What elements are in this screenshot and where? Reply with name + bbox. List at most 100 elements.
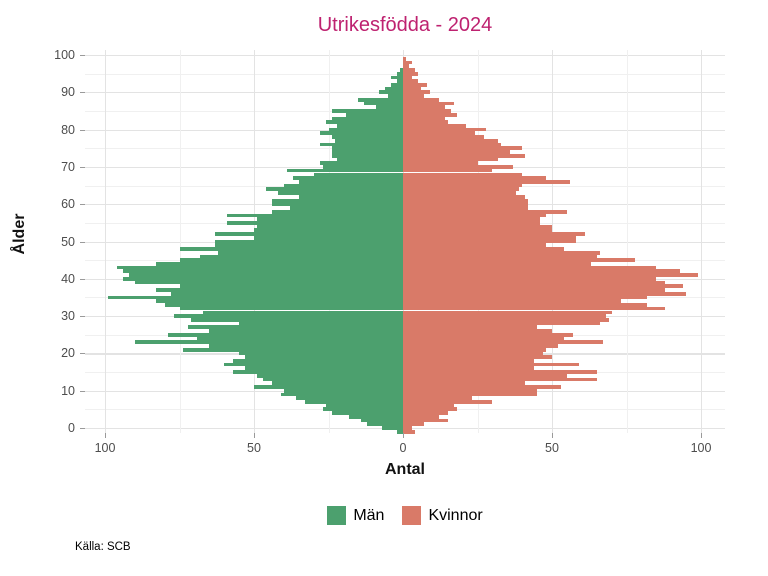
bar-women-age-8 xyxy=(403,400,493,404)
y-tick-label: 60 xyxy=(61,197,75,212)
x-tick-mark xyxy=(552,433,553,438)
bar-women-age-68 xyxy=(403,176,546,180)
bar-women-age-53 xyxy=(403,232,585,236)
bar-women-age-81 xyxy=(403,127,487,132)
x-axis-title: Antal xyxy=(385,461,425,478)
bar-men-age-25 xyxy=(197,336,403,341)
bar-women-age-4 xyxy=(403,414,439,419)
bar-women-age-61 xyxy=(403,202,529,207)
y-tick-mark xyxy=(80,92,85,94)
bar-women-age-57 xyxy=(403,217,541,221)
bar-men-age-5 xyxy=(331,411,403,415)
bar-men-age-22 xyxy=(182,347,403,352)
bar-women-age-9 xyxy=(403,396,472,401)
bar-men-age-82 xyxy=(337,124,403,128)
bar-women-age-95 xyxy=(403,75,412,80)
y-tick-mark xyxy=(80,166,85,168)
bar-men-age-93 xyxy=(391,82,403,87)
y-tick-label: 70 xyxy=(61,159,75,174)
bar-men-age-53 xyxy=(215,232,403,236)
bar-women-age-60 xyxy=(403,206,529,210)
bar-women-age-36 xyxy=(403,295,648,300)
bar-men-age-27 xyxy=(209,329,403,333)
bar-men-age-23 xyxy=(209,344,403,348)
plot-panel xyxy=(85,50,725,434)
y-tick-label: 40 xyxy=(61,271,75,286)
bar-men-age-33 xyxy=(179,306,403,311)
bar-men-age-36 xyxy=(108,295,403,300)
bar-men-age-46 xyxy=(179,258,403,262)
x-tick-label: 100 xyxy=(94,441,116,455)
bar-women-age-43 xyxy=(403,269,681,274)
bar-women-age-11 xyxy=(403,388,538,393)
bar-men-age-80 xyxy=(319,131,403,136)
bar-men-age-34 xyxy=(164,303,403,307)
bar-women-age-1 xyxy=(403,426,412,430)
bar-men-age-38 xyxy=(155,288,403,292)
bar-men-age-55 xyxy=(257,224,403,229)
bar-women-age-41 xyxy=(403,276,657,281)
bar-men-age-52 xyxy=(254,235,403,240)
bar-men-age-6 xyxy=(322,407,403,412)
bar-women-age-46 xyxy=(403,258,636,262)
bar-women-age-99 xyxy=(403,60,412,65)
bar-women-age-84 xyxy=(403,116,445,121)
bar-men-age-44 xyxy=(116,265,403,270)
bar-men-age-63 xyxy=(298,194,403,199)
bar-women-age-56 xyxy=(403,220,541,225)
bar-men-age-78 xyxy=(334,138,403,143)
y-tick-label: 90 xyxy=(61,85,75,100)
bar-women-age-80 xyxy=(403,131,475,136)
bar-women-age-78 xyxy=(403,138,499,143)
bar-women-age-74 xyxy=(403,153,526,158)
y-tick-label: 20 xyxy=(61,346,75,361)
bar-men-age-77 xyxy=(319,142,403,147)
bar-men-age-79 xyxy=(331,135,403,139)
bar-women-age-83 xyxy=(403,120,448,124)
bar-women-age-0 xyxy=(403,429,415,434)
bar-women-age-87 xyxy=(403,105,445,110)
bar-women-age-26 xyxy=(403,332,573,337)
bar-men-age-14 xyxy=(262,377,403,382)
bar-women-age-17 xyxy=(403,366,535,371)
legend-label-men: Män xyxy=(353,506,385,524)
bar-men-age-57 xyxy=(257,217,403,221)
bar-women-age-73 xyxy=(403,157,499,162)
source-note: Källa: SCB xyxy=(75,541,131,553)
bar-women-age-31 xyxy=(403,314,606,318)
bar-women-age-50 xyxy=(403,243,546,248)
bar-women-age-54 xyxy=(403,228,552,233)
bar-men-age-54 xyxy=(254,228,403,233)
bar-men-age-83 xyxy=(325,120,403,124)
bar-men-age-0 xyxy=(397,429,403,434)
bar-women-age-88 xyxy=(403,101,454,106)
bar-men-age-56 xyxy=(227,220,403,225)
bar-men-age-26 xyxy=(167,332,403,337)
bar-women-age-38 xyxy=(403,288,666,292)
bar-men-age-9 xyxy=(295,396,403,401)
bar-women-age-94 xyxy=(403,79,418,83)
bar-women-age-93 xyxy=(403,82,427,87)
y-tick-label: 0 xyxy=(68,421,75,435)
bar-men-age-58 xyxy=(227,213,403,218)
bar-women-age-33 xyxy=(403,306,666,311)
bar-men-age-92 xyxy=(385,86,403,91)
bar-women-age-91 xyxy=(403,90,430,95)
bar-women-age-51 xyxy=(403,239,576,244)
y-axis-title: Ålder xyxy=(11,213,28,255)
bar-men-age-49 xyxy=(179,247,403,251)
bar-women-age-92 xyxy=(403,86,421,91)
bar-women-age-97 xyxy=(403,68,415,72)
v-gridline xyxy=(179,50,181,433)
bar-men-age-40 xyxy=(134,280,403,285)
bar-women-age-52 xyxy=(403,235,576,240)
x-tick-label: 50 xyxy=(247,441,261,455)
x-tick-mark xyxy=(701,433,702,438)
bar-women-age-7 xyxy=(403,403,454,408)
bar-women-age-22 xyxy=(403,347,546,352)
bar-women-age-98 xyxy=(403,64,409,69)
bar-women-age-25 xyxy=(403,336,564,341)
bar-men-age-71 xyxy=(322,165,403,169)
x-tick-mark xyxy=(105,433,106,438)
bar-women-age-12 xyxy=(403,385,561,389)
